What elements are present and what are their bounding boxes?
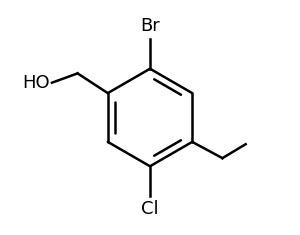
Text: HO: HO (22, 74, 50, 92)
Text: Cl: Cl (141, 200, 159, 218)
Text: Br: Br (140, 17, 160, 35)
